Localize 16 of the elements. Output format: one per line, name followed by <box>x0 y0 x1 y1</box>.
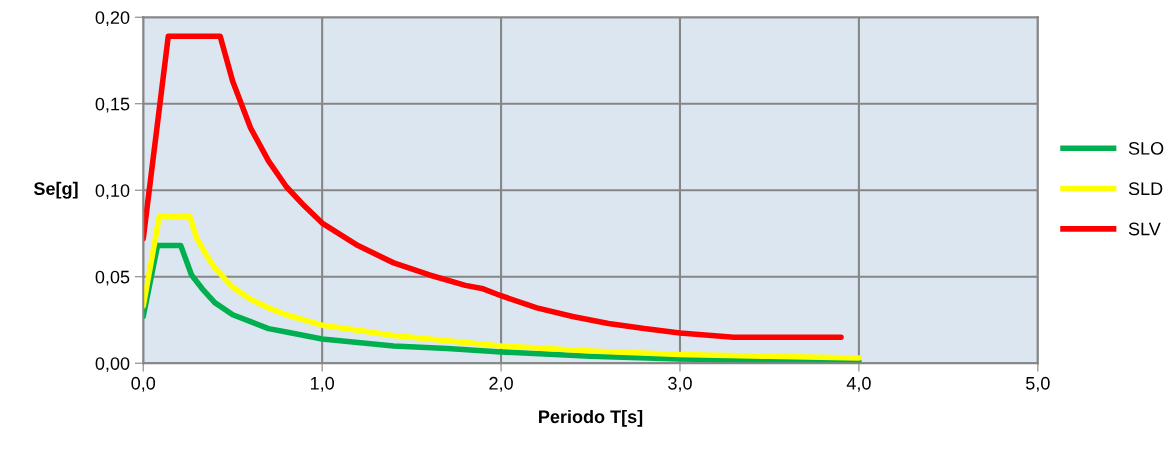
legend-label: SLD <box>1128 182 1163 196</box>
x-axis-title: Periodo T[s] <box>539 409 643 427</box>
y-tick-label: 0,20 <box>95 11 130 27</box>
x-tick-label: 3,0 <box>668 376 692 392</box>
y-tick-label: 0,15 <box>95 97 130 113</box>
x-tick-label: 0,0 <box>131 376 156 392</box>
x-tick-label: 2,0 <box>489 376 513 392</box>
y-tick-label: 0,00 <box>95 357 130 373</box>
y-tick-label: 0,05 <box>95 270 130 286</box>
x-tick-label: 4,0 <box>846 376 871 392</box>
legend-label: SLO <box>1128 141 1164 155</box>
y-axis-title: Se[g] <box>33 181 78 199</box>
x-tick-label: 1,0 <box>310 376 334 392</box>
legend-label: SLV <box>1128 222 1161 236</box>
y-tick-label: 0,10 <box>95 184 130 200</box>
x-tick-label: 5,0 <box>1025 376 1050 392</box>
